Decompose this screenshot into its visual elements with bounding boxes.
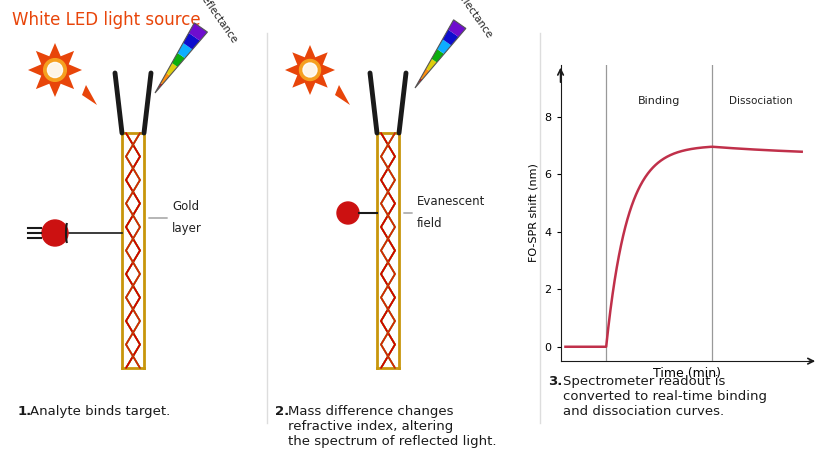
Text: Dissociation: Dissociation (729, 96, 791, 106)
Polygon shape (172, 53, 184, 67)
Polygon shape (155, 83, 162, 93)
Text: Evanescent: Evanescent (417, 195, 485, 208)
Polygon shape (437, 39, 451, 54)
Text: field: field (417, 217, 442, 230)
Circle shape (303, 63, 317, 77)
Polygon shape (431, 49, 443, 63)
Text: layer: layer (172, 222, 202, 235)
Polygon shape (28, 43, 82, 97)
Polygon shape (426, 59, 437, 71)
Polygon shape (335, 85, 350, 105)
Circle shape (42, 220, 68, 246)
Y-axis label: FO-SPR shift (nm): FO-SPR shift (nm) (528, 163, 538, 263)
Polygon shape (183, 33, 199, 50)
Polygon shape (447, 20, 466, 37)
Circle shape (47, 63, 63, 78)
Text: Reflectance: Reflectance (449, 0, 493, 40)
Text: 2.: 2. (275, 405, 289, 418)
Text: Spectrometer readout is
converted to real-time binding
and dissociation curves.: Spectrometer readout is converted to rea… (562, 375, 766, 418)
Polygon shape (82, 85, 97, 105)
Polygon shape (177, 43, 192, 58)
Circle shape (337, 202, 359, 224)
Polygon shape (160, 73, 170, 84)
Text: Mass difference changes
refractive index, altering
the spectrum of reflected lig: Mass difference changes refractive index… (288, 405, 496, 448)
Circle shape (299, 60, 320, 81)
Polygon shape (414, 78, 422, 88)
Polygon shape (284, 45, 335, 95)
Polygon shape (166, 63, 177, 75)
Text: 3.: 3. (547, 375, 562, 388)
Text: Gold: Gold (172, 200, 198, 213)
Polygon shape (189, 23, 208, 41)
Text: Reflectance: Reflectance (195, 0, 238, 45)
Text: 1.: 1. (18, 405, 32, 418)
Circle shape (44, 59, 66, 81)
X-axis label: Time (min): Time (min) (652, 367, 720, 380)
Text: Binding: Binding (637, 96, 680, 106)
Polygon shape (442, 30, 458, 45)
Text: White LED light source: White LED light source (12, 11, 200, 29)
Polygon shape (420, 69, 429, 80)
Text: Analyte binds target.: Analyte binds target. (30, 405, 170, 418)
